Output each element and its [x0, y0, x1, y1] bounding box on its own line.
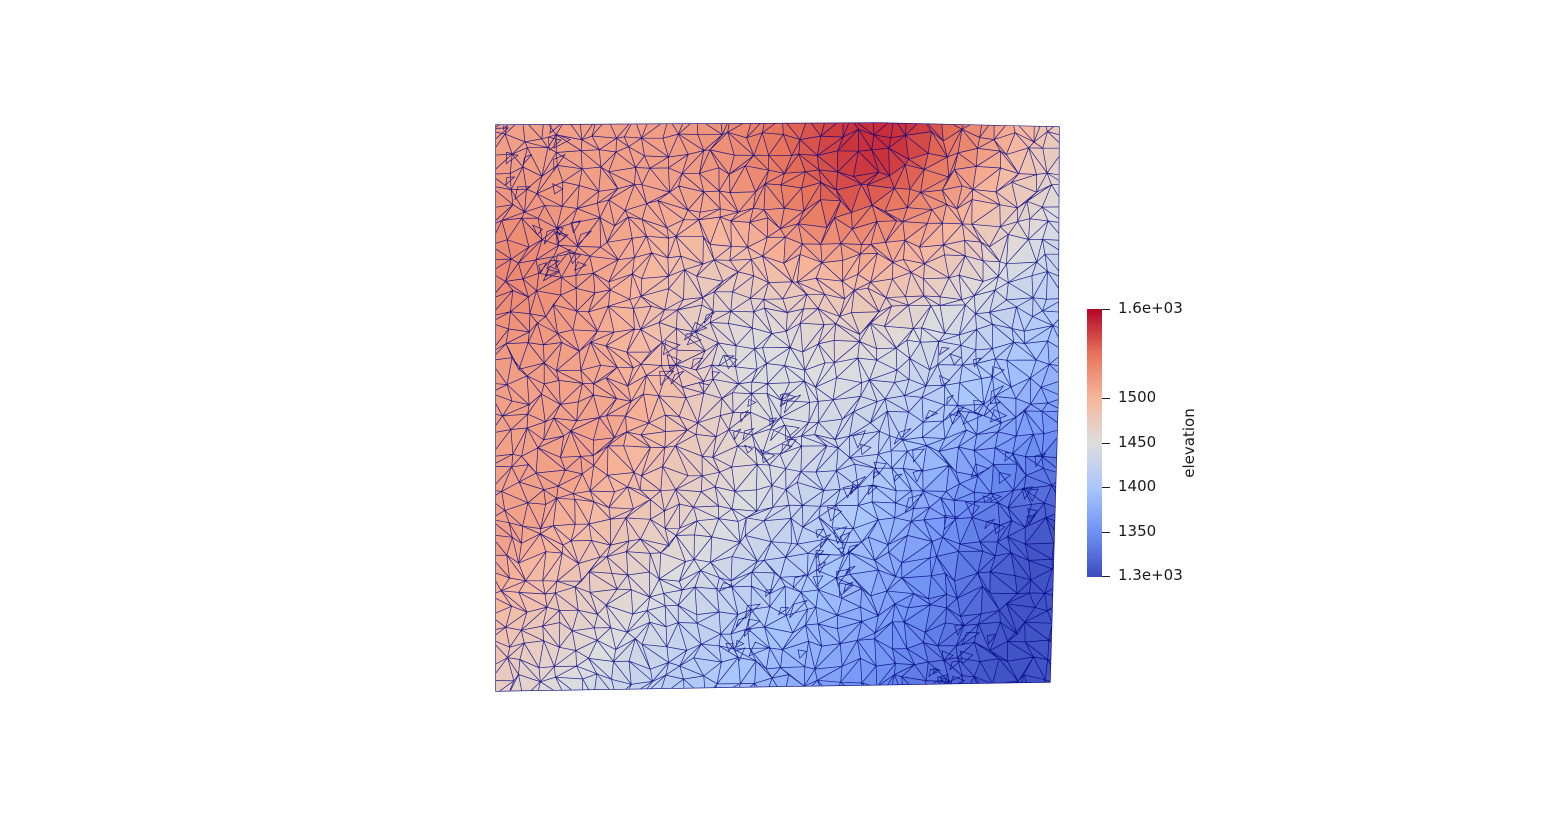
- colorbar-tick-label: 1.3e+03: [1118, 566, 1183, 584]
- mesh-cell: [1044, 685, 1059, 691]
- colorbar-tick-label: 1.6e+03: [1118, 299, 1183, 317]
- colorbar-tick-label: 1450: [1118, 433, 1157, 451]
- mesh-cell: [1051, 602, 1059, 625]
- colorbar-tick: [1102, 532, 1110, 533]
- mesh-cell: [989, 681, 1019, 691]
- mesh-cell: [816, 679, 841, 691]
- mesh-cell: [1051, 562, 1059, 583]
- colorbar-tick: [1102, 487, 1110, 488]
- mesh-cell: [928, 684, 942, 691]
- scalar-bar-title: elevation: [1180, 408, 1198, 478]
- mesh-cell: [1044, 593, 1059, 612]
- colorbar-tick: [1102, 398, 1110, 399]
- mesh-cell: [475, 164, 491, 175]
- colorbar-tick: [1102, 576, 1110, 577]
- mesh-cell: [928, 685, 940, 691]
- mesh-cell: [961, 675, 975, 691]
- mesh-cell: [487, 139, 493, 145]
- colorbar-tick: [1102, 309, 1110, 310]
- colorbar-tick-label: 1500: [1118, 388, 1157, 406]
- colorbar-tick-label: 1400: [1118, 477, 1157, 495]
- mesh-cell: [483, 140, 492, 153]
- elevation-scalar-bar: 1.6e+03 1500 1450 1400 1350 1.3e+03: [1087, 300, 1183, 583]
- colorbar-tick-label: 1350: [1118, 522, 1157, 540]
- mesh-cell: [782, 685, 805, 691]
- colorbar-gradient: [1087, 309, 1102, 577]
- mesh-cell: [989, 680, 1019, 691]
- mesh-cell: [1053, 542, 1059, 565]
- mesh-cell: [1047, 639, 1059, 662]
- colorbar-tick: [1102, 443, 1110, 444]
